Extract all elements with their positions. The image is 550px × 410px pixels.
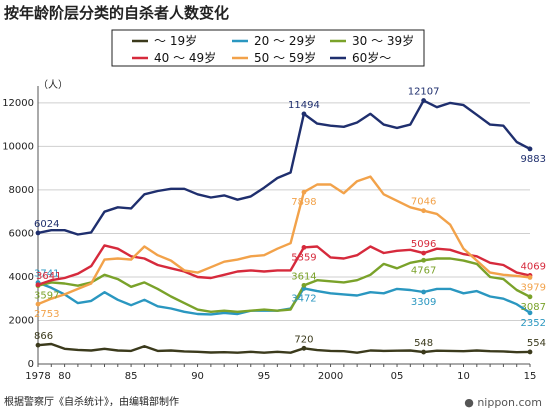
series-line-0 [37,342,531,354]
data-label: 554 [527,338,546,349]
x-tick-label: 15 [524,371,537,382]
x-tick-label: 10 [457,371,470,382]
data-label: 6024 [34,219,59,230]
y-tick-label: 4000 [9,272,34,283]
data-label: 3741 [34,269,59,280]
x-tick-label: 95 [258,371,271,382]
data-label: 866 [34,331,53,342]
data-label: 3614 [291,271,316,282]
x-tick-label: 80 [58,371,71,382]
legend-label: 40 ～ 49岁 [154,50,216,65]
data-label: 3641 [36,271,61,282]
y-tick-label: 0 [28,359,34,370]
data-point [35,301,41,307]
legend-frame [111,29,425,67]
legend-label: ～ 19岁 [154,33,197,48]
data-label: 3979 [521,282,546,293]
x-tick-label: 1978 [25,371,50,382]
legend: ～ 19岁 20 ～ 29岁 30 ～ 39岁 40 ～ 49岁 50 ～ 59岁 60岁… [111,29,425,67]
data-point [421,250,427,256]
data-point [527,310,533,316]
x-tick-label: 85 [125,371,138,382]
data-label: 3087 [521,302,546,313]
data-label: 5359 [291,252,316,263]
x-tick-label: 05 [391,371,404,382]
legend-label: 60岁～ [352,50,391,65]
series-line-2 [37,257,531,313]
data-point [421,349,427,355]
data-label: 3597 [34,291,59,302]
data-label: 548 [414,338,433,349]
data-point [421,257,427,263]
data-point [421,208,427,214]
data-point [301,111,307,117]
chart-title: 按年龄阶层分类的自杀者人数变化 [4,4,230,22]
series-line-5 [37,99,531,236]
data-label: 2753 [34,309,59,320]
data-label: 720 [294,334,313,345]
y-unit-label: （人） [38,79,68,91]
y-tick-label: 6000 [9,228,34,239]
legend-label: 30 ～ 39岁 [352,33,414,48]
data-point [301,345,307,351]
x-tick-label: 90 [191,371,204,382]
y-tick-label: 2000 [9,315,34,326]
data-point [527,349,533,355]
data-label: 4069 [521,261,546,272]
data-label: 4767 [411,265,436,276]
y-tick-label: 12000 [2,98,34,109]
x-tick-label: 2000 [318,371,343,382]
data-label: 7898 [291,197,316,208]
y-tick-label: 8000 [9,185,34,196]
brand-logo: ● nippon.com [464,396,542,409]
data-point [35,230,41,236]
data-label: 12107 [408,87,440,98]
data-label: 11494 [288,100,320,111]
data-label: 7046 [411,197,436,208]
data-point [301,189,307,195]
data-point [527,146,533,152]
legend-label: 50 ～ 59岁 [254,50,316,65]
data-label: 5096 [411,239,436,250]
source-note: 根据警察厅《自杀统计》，由编辑部制作 [4,397,179,408]
data-point [35,342,41,348]
data-point [301,282,307,288]
data-point [527,294,533,300]
y-tick-label: 10000 [2,141,34,152]
data-label: 3472 [291,293,316,304]
legend-label: 20 ～ 29岁 [254,33,316,48]
data-point [301,244,307,250]
data-label: 2352 [521,318,546,329]
data-point [421,98,427,103]
data-label: 3309 [411,297,436,308]
series-line-4 [37,175,531,306]
series-line-3 [37,244,531,286]
data-point [527,275,533,280]
data-point [421,289,427,295]
data-label: 9883 [521,154,546,165]
data-point [35,282,41,288]
